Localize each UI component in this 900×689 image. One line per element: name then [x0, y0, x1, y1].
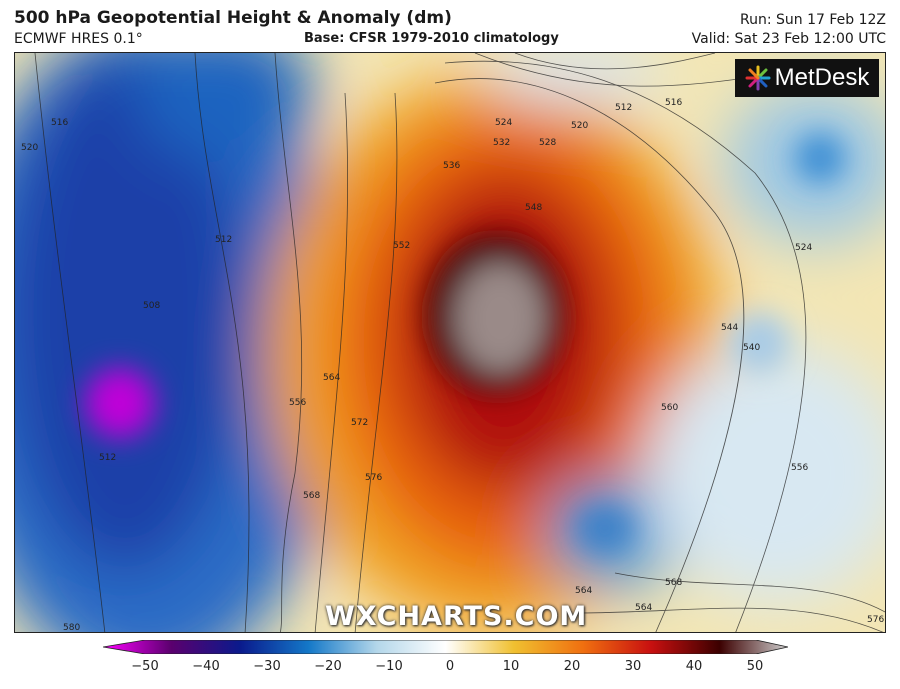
- metdesk-logo-text: MetDesk: [774, 64, 870, 91]
- contour-label: 568: [303, 491, 321, 501]
- contour-label: 560: [661, 403, 679, 413]
- colorbar-tick-label: 10: [502, 659, 520, 674]
- metdesk-logo-icon: [745, 65, 771, 91]
- contour-label: 540: [743, 343, 761, 353]
- contour-label: 536: [443, 161, 461, 171]
- colorbar-tick-label: −20: [314, 659, 342, 674]
- run-time: Run: Sun 17 Feb 12Z: [739, 12, 886, 28]
- contour-label: 528: [539, 138, 557, 148]
- contour-label: 568: [665, 578, 683, 588]
- contour-label: 524: [795, 243, 813, 253]
- contour-label: 556: [791, 463, 809, 473]
- map-field: [15, 53, 885, 632]
- colorbar-tick-label: 20: [563, 659, 581, 674]
- colorbar-tick-label: 50: [746, 659, 764, 674]
- contour-label: 524: [495, 118, 513, 128]
- contour-label: 532: [493, 138, 511, 148]
- chart-title: 500 hPa Geopotential Height & Anomaly (d…: [14, 8, 452, 28]
- contour-label: 544: [721, 323, 739, 333]
- colorbar-tick-label: 0: [445, 659, 455, 674]
- contour-label: 556: [289, 398, 307, 408]
- colorbar-tick-label: 30: [624, 659, 642, 674]
- height-contours: [34, 53, 885, 632]
- colorbar-tick-label: −40: [192, 659, 220, 674]
- contour-label: 548: [525, 203, 543, 213]
- contour-label: 512: [215, 235, 233, 245]
- contour-label: 508: [143, 301, 161, 311]
- valid-time: Valid: Sat 23 Feb 12:00 UTC: [691, 31, 886, 47]
- contour-label: 516: [665, 98, 683, 108]
- contour-label: 512: [615, 103, 633, 113]
- contour-label: 520: [21, 143, 39, 153]
- colorbar-tick-label: −30: [253, 659, 281, 674]
- contour-label: 520: [571, 121, 589, 131]
- contour-label: 576: [365, 473, 383, 483]
- contour-label: 580: [63, 623, 81, 633]
- colorbar: [103, 640, 788, 654]
- contour-label: 564: [635, 603, 653, 613]
- anomaly-map: 516 520 512 516 524 520 532 528 536 548 552 512 508 5…: [14, 52, 886, 633]
- contour-label: 512: [99, 453, 117, 463]
- colorbar-tick-label: 40: [685, 659, 703, 674]
- model-label: ECMWF HRES 0.1°: [14, 31, 143, 47]
- contour-label: 552: [393, 241, 411, 251]
- colorbar-tick-label: −50: [131, 659, 159, 674]
- contour-label: 564: [575, 586, 593, 596]
- contour-label: 576: [867, 615, 885, 625]
- climatology-base: Base: CFSR 1979-2010 climatology: [304, 31, 559, 46]
- contour-label: 564: [323, 373, 341, 383]
- colorbar-tick-label: −10: [375, 659, 403, 674]
- metdesk-logo: MetDesk: [735, 59, 879, 97]
- watermark: WXCHARTS.COM: [325, 601, 588, 632]
- contour-label: 516: [51, 118, 69, 128]
- contour-label: 572: [351, 418, 369, 428]
